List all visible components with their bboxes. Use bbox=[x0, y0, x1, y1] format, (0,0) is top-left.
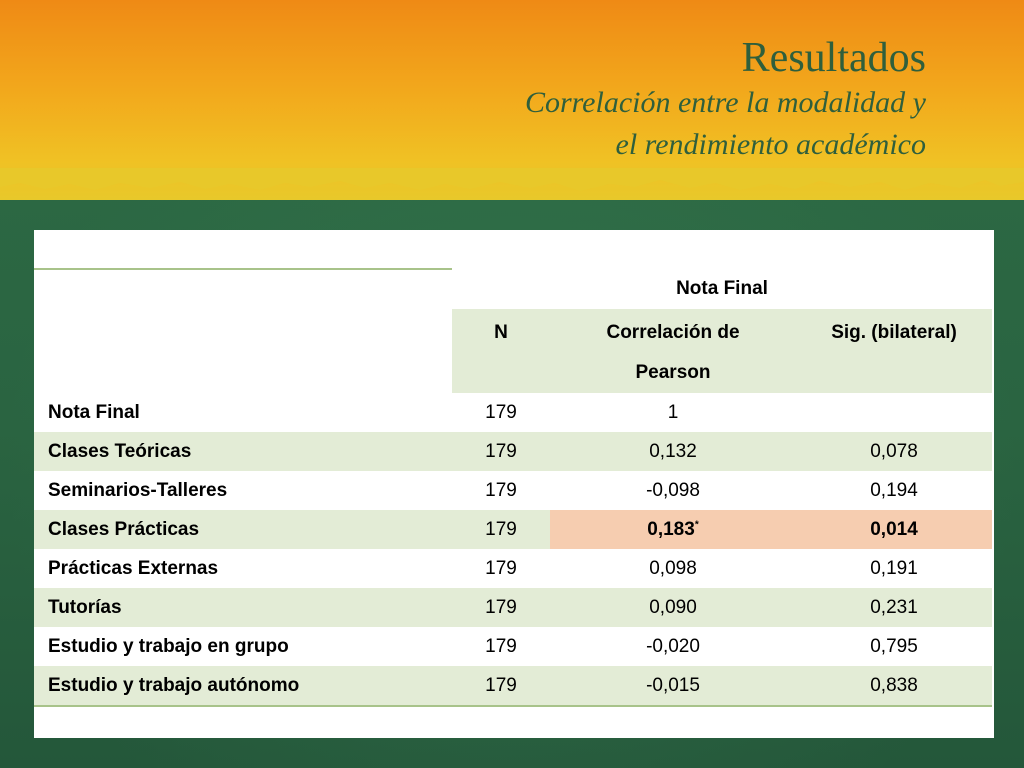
cell-n: 179 bbox=[485, 401, 517, 423]
column-header-pearson-line-1: Correlación de bbox=[606, 322, 740, 343]
cell-pearson: -0,015 bbox=[550, 666, 796, 707]
cell-n: 179 bbox=[452, 432, 550, 471]
cell-n: 179 bbox=[452, 666, 550, 707]
cell-pearson: 0,098 bbox=[649, 557, 697, 579]
column-header-n: N bbox=[452, 309, 550, 393]
table-row: Clases Teóricas 179 0,132 0,078 bbox=[34, 432, 993, 471]
cell-sig: 0,078 bbox=[796, 432, 993, 471]
pearson-value: 0,183 bbox=[647, 518, 695, 540]
row-label: Tutorías bbox=[34, 588, 452, 627]
header-band bbox=[0, 0, 1024, 200]
row-label: Prácticas Externas bbox=[48, 557, 219, 579]
slide-subtitle-line-1: Correlación entre la modalidad y bbox=[524, 86, 926, 119]
significance-mark: * bbox=[694, 519, 699, 531]
correlation-table: Nota Final N Correlación de Pearson Sig. … bbox=[34, 268, 993, 707]
table-row: Nota Final 179 1 bbox=[34, 393, 992, 432]
row-label: Estudio y trabajo autónomo bbox=[34, 666, 452, 707]
cell-n: 179 bbox=[452, 510, 550, 549]
table-row: Estudio y trabajo autónomo 179 -0,015 0,… bbox=[34, 666, 993, 707]
row-label: Seminarios-Talleres bbox=[48, 479, 228, 501]
correlation-table-panel: Nota Final N Correlación de Pearson Sig. … bbox=[34, 230, 994, 738]
table-row-highlighted: Clases Prácticas 179 0,183* 0,014 bbox=[34, 510, 993, 549]
cell-n: 179 bbox=[452, 588, 550, 627]
column-header-sig: Sig. (bilateral) bbox=[796, 309, 993, 393]
cell-pearson: 1 bbox=[667, 401, 679, 423]
table-row: Estudio y trabajo en grupo 179 -0,020 0,… bbox=[34, 627, 992, 666]
group-header-nota-final: Nota Final bbox=[676, 278, 768, 299]
row-label: Nota Final bbox=[48, 401, 140, 423]
cell-sig: 0,838 bbox=[796, 666, 993, 707]
empty-header-cell bbox=[34, 268, 452, 309]
cell-pearson: -0,020 bbox=[646, 635, 700, 657]
cell-sig: 0,191 bbox=[870, 557, 918, 579]
cell-sig bbox=[796, 393, 992, 432]
cell-n: 179 bbox=[485, 557, 517, 579]
cell-pearson: -0,098 bbox=[646, 479, 700, 501]
cell-n: 179 bbox=[485, 479, 517, 501]
empty-header-cell bbox=[34, 309, 452, 393]
cell-pearson: 0,090 bbox=[550, 588, 796, 627]
row-label: Estudio y trabajo en grupo bbox=[48, 635, 289, 657]
cell-sig: 0,795 bbox=[870, 635, 918, 657]
table-row: Seminarios-Talleres 179 -0,098 0,194 bbox=[34, 471, 992, 510]
cell-sig-significant: 0,014 bbox=[796, 510, 993, 549]
title-block: Resultados Correlación entre la modalida… bbox=[525, 34, 926, 166]
table-header-row-group: Nota Final bbox=[34, 268, 992, 309]
cell-pearson: 0,132 bbox=[550, 432, 796, 471]
column-header-pearson-line-2: Pearson bbox=[635, 362, 711, 383]
table-header-row-columns: N Correlación de Pearson Sig. (bilateral) bbox=[34, 309, 993, 393]
cell-sig: 0,194 bbox=[870, 479, 918, 501]
column-header-pearson: Correlación de Pearson bbox=[550, 309, 796, 393]
slide-title: Resultados bbox=[741, 35, 926, 81]
cell-n: 179 bbox=[485, 635, 517, 657]
table-row: Prácticas Externas 179 0,098 0,191 bbox=[34, 549, 992, 588]
table-row: Tutorías 179 0,090 0,231 bbox=[34, 588, 993, 627]
row-label: Clases Prácticas bbox=[34, 510, 452, 549]
slide-subtitle-line-2: el rendimiento académico bbox=[615, 128, 926, 161]
ragged-edge bbox=[0, 168, 1024, 191]
cell-sig: 0,231 bbox=[796, 588, 993, 627]
row-label: Clases Teóricas bbox=[34, 432, 452, 471]
cell-pearson-significant: 0,183* bbox=[550, 510, 796, 549]
